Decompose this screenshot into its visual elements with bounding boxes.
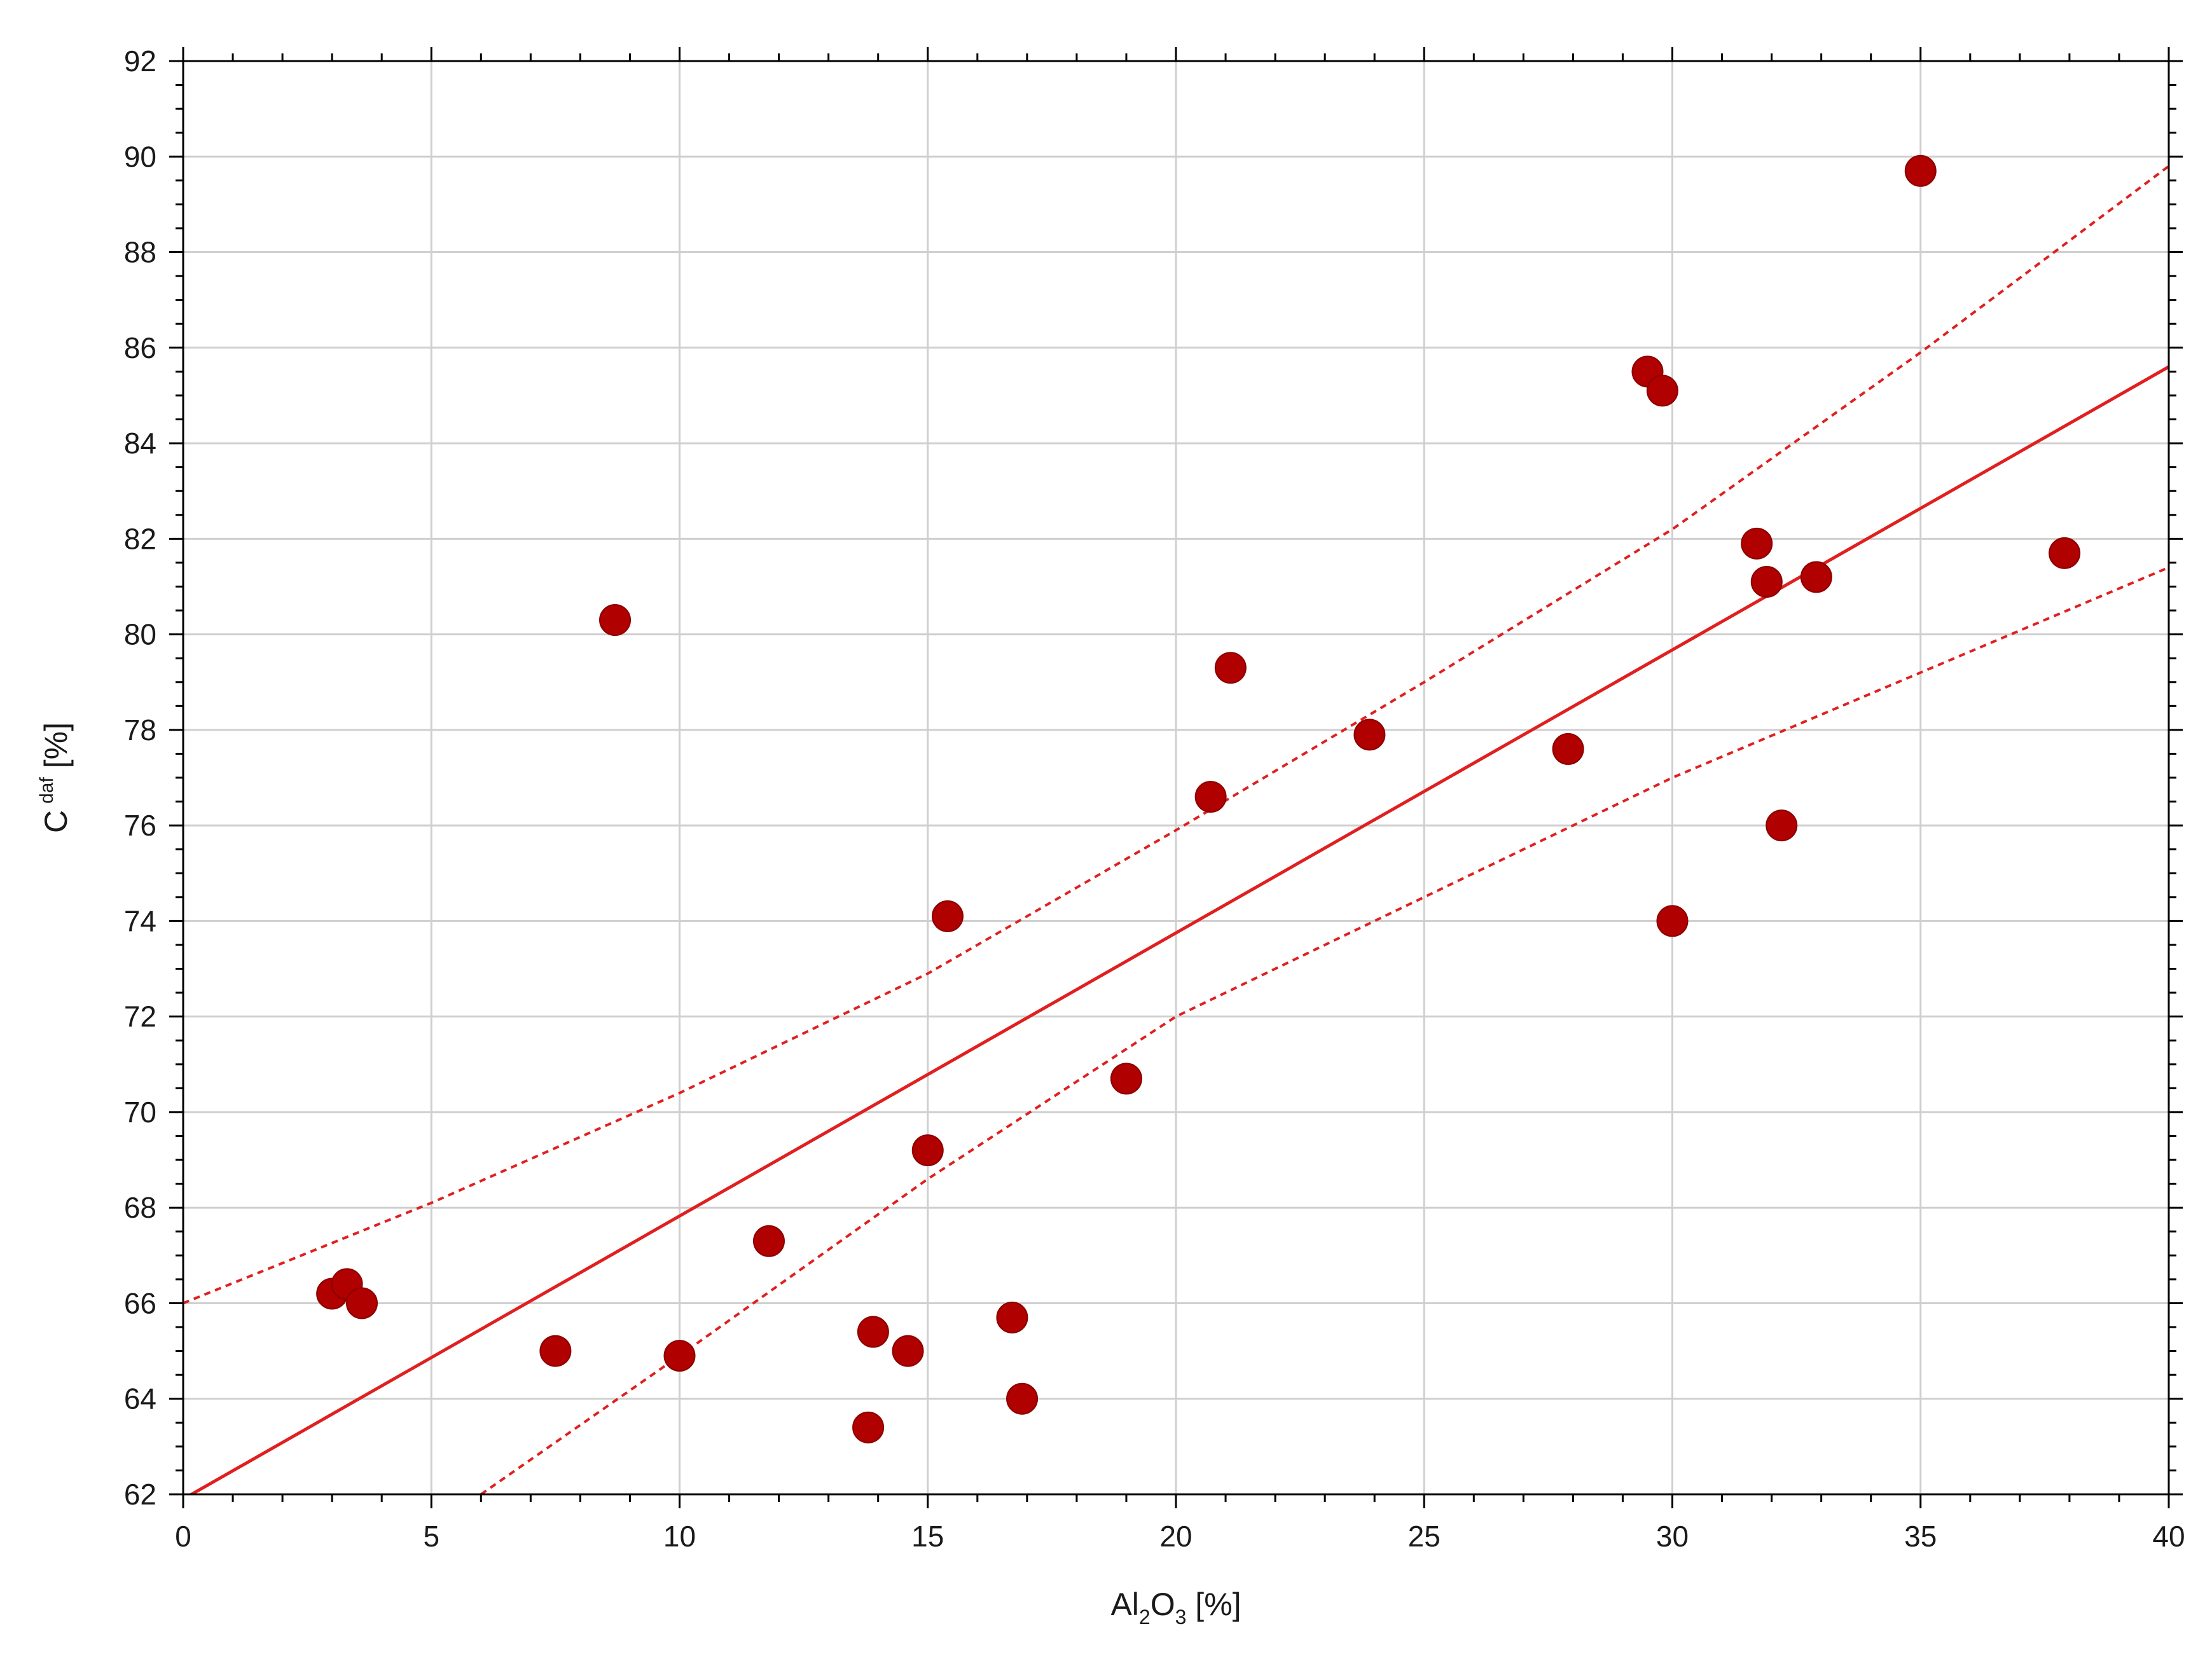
data-point [1353,719,1386,751]
regression-line-group [188,365,2169,1494]
data-point [892,1335,924,1367]
data-point [1741,527,1773,560]
data-point [857,1316,889,1348]
x-tick-label: 35 [1904,1520,1937,1553]
y-tick-label: 76 [124,809,156,842]
y-tick-label: 70 [124,1096,156,1129]
y-tick-label: 92 [124,45,156,78]
regression-line [188,365,2169,1494]
x-tick-label: 0 [175,1520,191,1553]
y-tick-label: 66 [124,1286,156,1319]
y-tick-label: 68 [124,1191,156,1224]
y-tick-label: 74 [124,904,156,937]
confidence-bands [183,165,2169,1494]
x-axis-title-sub2: 3 [1175,1606,1187,1628]
grid-lines [183,61,2169,1494]
y-tick-label: 90 [124,140,156,173]
data-point [1904,155,1937,187]
data-point [2049,537,2081,569]
x-axis-tick-labels: 0 5 10 15 20 25 30 35 40 [175,1520,2185,1553]
y-tick-label: 84 [124,427,156,460]
upper-confidence-line [183,165,2169,1305]
data-point [1766,809,1798,842]
y-axis-title-base: C [38,810,74,833]
data-point [1646,375,1678,407]
x-axis-title-mid: O [1151,1587,1175,1622]
data-point [345,1287,378,1319]
x-tick-label: 40 [2152,1520,2185,1553]
data-points [316,155,2081,1443]
data-point [752,1225,785,1257]
data-point [996,1302,1028,1334]
y-tick-label: 82 [124,522,156,555]
x-axis-title-unit: [%] [1186,1587,1241,1622]
y-tick-label: 78 [124,713,156,747]
x-tick-label: 30 [1656,1520,1689,1553]
x-tick-label: 5 [423,1520,439,1553]
x-tick-label: 15 [911,1520,944,1553]
data-point [663,1340,696,1372]
y-axis-title-sup: daf [36,777,57,804]
data-point [1194,781,1227,813]
x-tick-label: 10 [663,1520,696,1553]
data-point [1656,905,1689,937]
data-point [1006,1382,1039,1415]
data-point [911,1134,944,1167]
x-tick-label: 25 [1408,1520,1441,1553]
y-tick-label: 88 [124,236,156,269]
y-tick-label: 86 [124,331,156,364]
x-axis-title-sub1: 2 [1139,1606,1151,1628]
data-point [1750,565,1783,598]
data-point [1110,1063,1142,1095]
lower-confidence-line [480,566,2169,1494]
axis-ticks [169,47,2183,1508]
x-axis-title: Al2O3 [%] [1110,1587,1241,1628]
y-tick-label: 80 [124,618,156,651]
x-tick-label: 20 [1159,1520,1192,1553]
data-point [852,1411,885,1443]
y-axis-title-unit: [%] [38,722,74,777]
data-point [1800,561,1832,593]
y-tick-label: 72 [124,1000,156,1033]
x-axis-title-base: Al [1110,1587,1138,1622]
data-point [599,604,632,637]
data-point [1552,733,1584,765]
y-tick-label: 64 [124,1382,156,1415]
data-point [931,900,964,932]
data-point [539,1335,572,1367]
y-axis-tick-labels: 62 64 66 68 70 72 74 76 78 80 82 84 86 88 90 92 [124,45,156,1511]
y-tick-label: 62 [124,1478,156,1511]
y-axis-title: Cdaf [%] [36,722,74,833]
data-point [1214,652,1247,684]
